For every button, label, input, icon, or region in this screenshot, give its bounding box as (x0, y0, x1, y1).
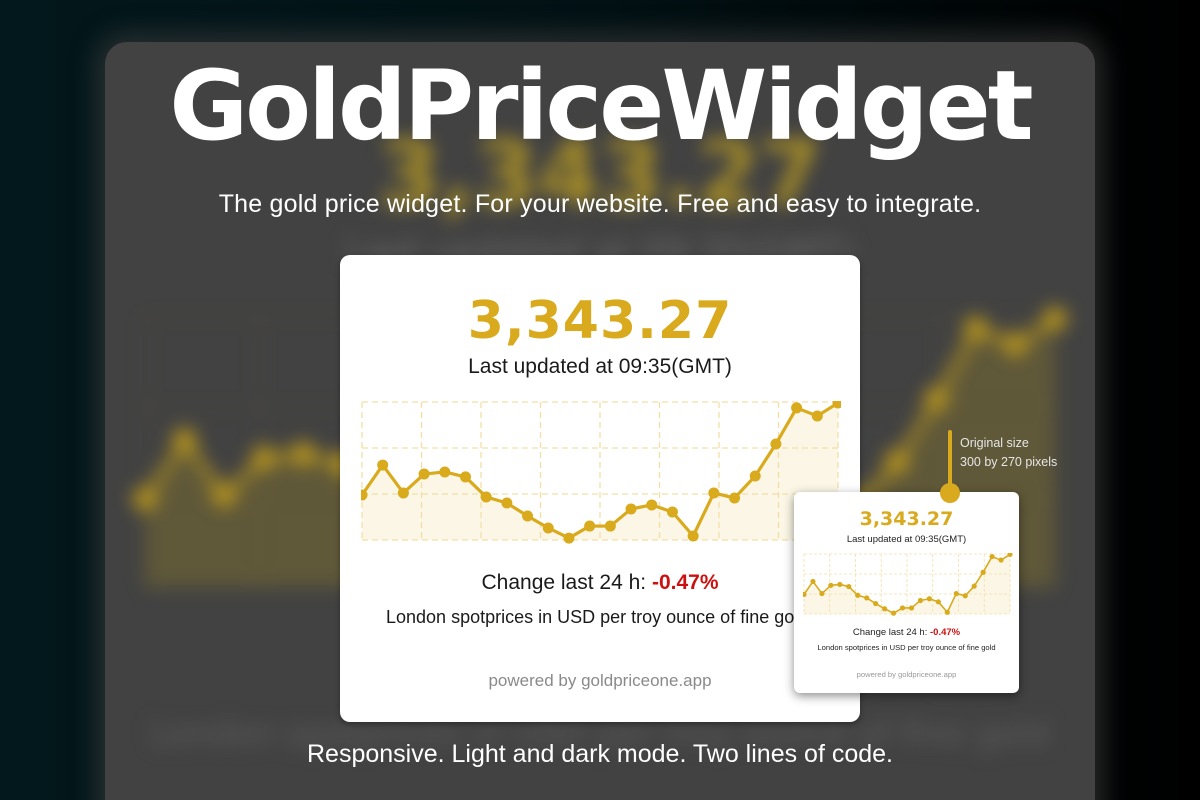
powered-by-link[interactable]: powered by goldpriceone.app (488, 671, 712, 690)
price-value: 3,343.27 (467, 291, 733, 351)
mini-price-chart (803, 553, 1013, 616)
mini-price-description: London spotprices in USD per troy ounce … (817, 643, 996, 652)
original-size-widget: 3,343.27 Last updated at 09:35(GMT) Chan… (794, 492, 1019, 693)
price-description: London spotprices in USD per troy ounce … (386, 607, 809, 627)
size-annotation-dimensions: 300 by 270 pixels (960, 455, 1058, 469)
hero-footer: Responsive. Light and dark mode. Two lin… (307, 740, 893, 768)
mini-powered-by-link[interactable]: powered by goldpriceone.app (856, 670, 957, 679)
hero-title: GoldPriceWidget (169, 50, 1033, 162)
mini-change-row: Change last 24 h: -0.47% (794, 627, 1019, 638)
mini-change-label: Change last 24 h: (852, 627, 928, 638)
change-label: Change last 24 h: (481, 571, 647, 594)
gold-price-widget: 3,343.27 Last updated at 09:35(GMT) Chan… (340, 255, 860, 722)
mini-last-updated: Last updated at 09:35(GMT) (846, 534, 967, 545)
size-annotation-dot (940, 483, 960, 503)
size-annotation: Original size 300 by 270 pixels (960, 434, 1057, 472)
last-updated: Last updated at 09:35(GMT) (468, 355, 732, 378)
size-annotation-line (948, 430, 952, 490)
price-chart (361, 401, 841, 544)
hero-subtitle: The gold price widget. For your website.… (218, 190, 982, 218)
mini-change-value: -0.47% (930, 627, 961, 638)
change-row: Change last 24 h: -0.47% (340, 571, 860, 595)
mini-price-value: 3,343.27 (859, 508, 954, 530)
background-price: 3,343.27 (377, 122, 823, 227)
size-annotation-title: Original size (960, 436, 1029, 450)
change-value: -0.47% (651, 571, 719, 594)
